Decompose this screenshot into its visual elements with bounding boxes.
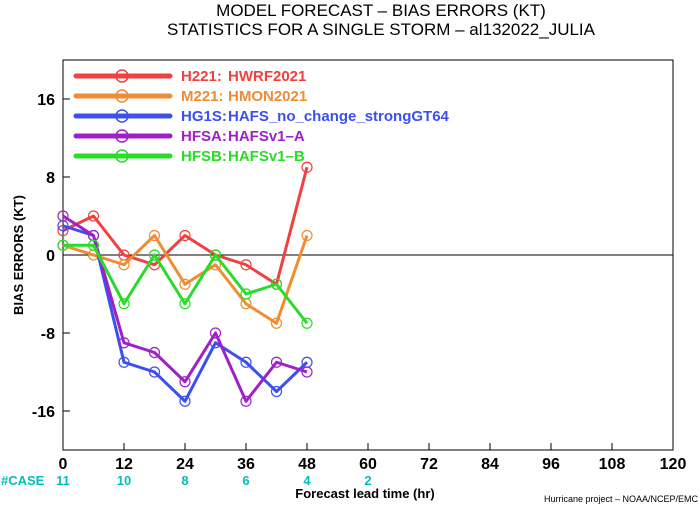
case-count-value: 2 — [364, 473, 371, 488]
data-point-hfsb — [240, 288, 252, 300]
legend-marker-hg1s — [115, 109, 129, 123]
credit-text: Hurricane project – NOAA/NCEP/EMC — [544, 494, 699, 504]
y-tick-label: -8 — [41, 326, 55, 343]
data-point-hfsb — [118, 298, 130, 310]
x-tick-label: 72 — [420, 456, 438, 473]
legend-code-hfsa: HFSA: — [181, 128, 227, 145]
legend-code-h221: H221: — [181, 68, 222, 85]
series-line-hg1s — [62, 224, 309, 403]
legend-code-m221: M221: — [181, 88, 224, 105]
data-point-hfsa — [148, 346, 161, 359]
legend-code-hg1s: HG1S: — [181, 108, 227, 125]
y-tick-label: 16 — [37, 92, 55, 109]
series-line-hfsa — [62, 214, 308, 403]
legend-marker-hfsb — [115, 149, 129, 163]
data-point-hg1s — [240, 356, 252, 368]
x-tick-label: 96 — [542, 456, 560, 473]
chart-title: MODEL FORECAST – BIAS ERRORS (KT) — [216, 1, 546, 20]
data-point-h221 — [57, 225, 69, 237]
data-point-hfsa — [118, 337, 130, 349]
data-point-hfsa — [301, 366, 313, 378]
legend-name-hfsa: HAFSv1–A — [228, 128, 305, 145]
data-point-hg1s — [179, 395, 191, 407]
data-point-m221 — [118, 259, 130, 271]
data-point-hg1s — [118, 356, 130, 368]
data-point-hfsb — [270, 278, 283, 290]
data-point-h221 — [179, 229, 191, 242]
x-tick-label: 108 — [599, 456, 626, 473]
x-tick-label: 120 — [660, 456, 687, 473]
x-tick-label: 24 — [176, 456, 194, 473]
data-point-hfsb — [301, 317, 313, 329]
data-point-m221 — [148, 229, 161, 242]
data-point-h221 — [301, 161, 313, 173]
legend-name-h221: HWRF2021 — [228, 68, 306, 85]
data-point-hg1s — [270, 385, 283, 398]
x-tick-label: 60 — [359, 456, 377, 473]
data-point-hfsa — [270, 356, 283, 368]
data-point-m221 — [270, 317, 283, 329]
case-count-value: 6 — [242, 473, 249, 488]
legend-marker-h221 — [115, 69, 129, 83]
case-count-value: 8 — [181, 473, 188, 488]
data-point-h221 — [240, 259, 252, 271]
y-tick-label: 0 — [46, 248, 55, 265]
data-point-m221 — [301, 229, 313, 242]
case-count-value: 10 — [117, 473, 131, 488]
data-point-hfsa — [240, 395, 252, 407]
x-tick-label: 48 — [298, 456, 316, 473]
legend-marker-hfsa — [115, 129, 129, 143]
x-tick-label: 12 — [115, 456, 133, 473]
data-point-hfsb — [209, 249, 222, 261]
case-count-label: #CASE — [1, 473, 45, 488]
legend-name-hg1s: HAFS_no_change_strongGT64 — [228, 108, 450, 125]
data-point-h221 — [87, 210, 100, 222]
x-tick-label: 84 — [481, 456, 499, 473]
y-axis-label: BIAS ERRORS (KT) — [11, 195, 26, 315]
data-point-hg1s — [148, 366, 161, 378]
case-count-value: 4 — [303, 473, 311, 488]
legend-code-hfsb: HFSB: — [181, 148, 227, 165]
x-axis-label: Forecast lead time (hr) — [295, 486, 434, 501]
data-point-hfsb — [57, 239, 69, 251]
legend-name-hfsb: HAFSv1–B — [228, 148, 305, 165]
legend-marker-m221 — [115, 89, 129, 103]
series-line-h221 — [62, 166, 309, 286]
chart-subtitle: STATISTICS FOR A SINGLE STORM – al132022… — [167, 20, 596, 39]
data-point-m221 — [179, 278, 191, 290]
data-point-hfsb — [87, 239, 100, 251]
y-tick-label: -16 — [32, 404, 55, 421]
legend-name-m221: HMON2021 — [228, 88, 307, 105]
data-point-hfsa — [179, 376, 191, 388]
case-count-value: 11 — [56, 473, 70, 488]
y-tick-label: 8 — [46, 170, 55, 187]
data-point-hfsb — [148, 249, 161, 261]
data-point-hfsb — [179, 298, 191, 310]
series-line-hfsb — [63, 243, 309, 325]
x-tick-label: 36 — [237, 456, 255, 473]
data-point-hfsa — [57, 210, 69, 222]
data-point-hfsa — [209, 327, 222, 339]
series-line-m221 — [62, 234, 309, 325]
x-tick-label: 0 — [59, 456, 68, 473]
